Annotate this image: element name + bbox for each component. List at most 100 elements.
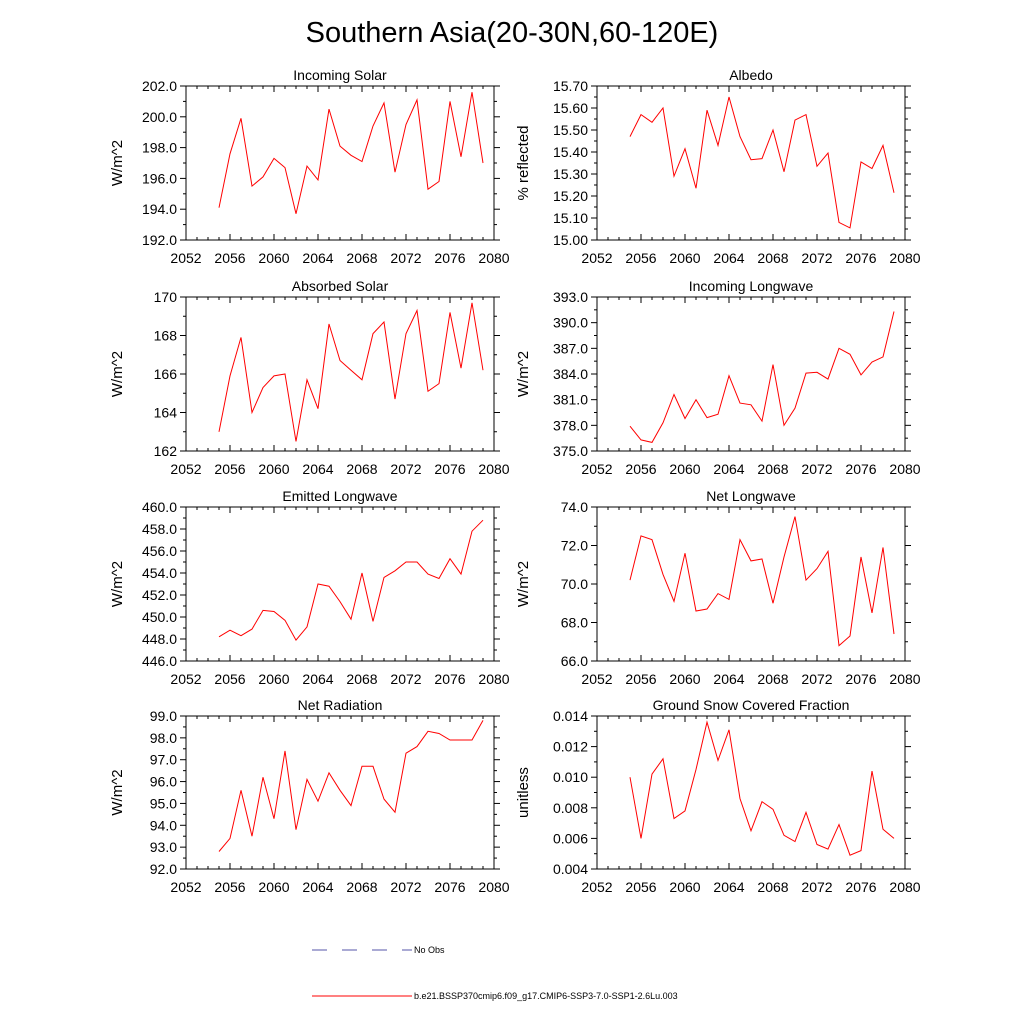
y-axis-label: W/m^2 xyxy=(109,769,126,815)
y-tick-label: 0.006 xyxy=(553,830,588,846)
y-tick-label: 72.0 xyxy=(561,538,588,554)
x-tick-label: 2080 xyxy=(478,671,509,687)
x-tick-label: 2068 xyxy=(757,879,788,895)
y-tick-label: 93.0 xyxy=(150,839,177,855)
chart-title: Net Longwave xyxy=(706,488,796,504)
series-line xyxy=(218,92,484,214)
y-tick-label: 15.40 xyxy=(553,144,588,160)
y-tick-label: 162 xyxy=(154,443,178,459)
x-tick-label: 2068 xyxy=(757,461,788,477)
x-tick-label: 2056 xyxy=(625,879,656,895)
y-tick-label: 198.0 xyxy=(142,140,177,156)
x-tick-label: 2080 xyxy=(889,461,920,477)
chart-panel-3: 2052 2056 2060 2064 2068 2072 2076 2080 162 164 16… xyxy=(109,278,510,477)
y-axis-label: W/m^2 xyxy=(109,140,126,186)
x-tick-label: 2064 xyxy=(713,250,744,266)
x-tick-label: 2060 xyxy=(669,461,700,477)
y-tick-label: 15.60 xyxy=(553,100,588,116)
y-tick-label: 393.0 xyxy=(553,289,588,305)
y-tick-label: 164 xyxy=(154,405,178,421)
x-tick-label: 2052 xyxy=(170,671,201,687)
legend: No Obs b.e21.BSSP370cmip6.f09_g17.CMIP6-S… xyxy=(312,945,678,1001)
x-tick-label: 2052 xyxy=(581,879,612,895)
x-tick-label: 2080 xyxy=(889,671,920,687)
x-tick-label: 2076 xyxy=(434,461,465,477)
chart-title: Ground Snow Covered Fraction xyxy=(653,697,850,713)
y-tick-label: 94.0 xyxy=(150,817,177,833)
y-tick-label: 452.0 xyxy=(142,587,177,603)
chart-title: Incoming Solar xyxy=(293,67,387,83)
x-tick-label: 2064 xyxy=(713,671,744,687)
y-tick-label: 15.30 xyxy=(553,166,588,182)
x-tick-label: 2068 xyxy=(757,671,788,687)
plot-frame xyxy=(596,296,906,452)
x-tick-label: 2056 xyxy=(214,879,245,895)
x-tick-label: 2056 xyxy=(214,461,245,477)
chart-title: Emitted Longwave xyxy=(282,488,397,504)
y-tick-label: 0.012 xyxy=(553,739,588,755)
x-tick-label: 2068 xyxy=(346,879,377,895)
y-tick-label: 74.0 xyxy=(561,499,588,515)
y-axis-label: % reflected xyxy=(515,125,532,200)
y-tick-label: 70.0 xyxy=(561,576,588,592)
y-tick-label: 0.014 xyxy=(553,708,588,724)
x-tick-label: 2080 xyxy=(889,879,920,895)
y-tick-label: 0.008 xyxy=(553,800,588,816)
x-tick-label: 2080 xyxy=(478,461,509,477)
y-tick-label: 192.0 xyxy=(142,232,177,248)
x-tick-label: 2072 xyxy=(390,461,421,477)
y-tick-label: 15.50 xyxy=(553,122,588,138)
series-line xyxy=(629,720,895,856)
x-tick-label: 2068 xyxy=(346,671,377,687)
x-tick-label: 2060 xyxy=(258,461,289,477)
y-tick-label: 456.0 xyxy=(142,543,177,559)
x-tick-label: 2068 xyxy=(346,250,377,266)
y-tick-label: 97.0 xyxy=(150,752,177,768)
y-tick-label: 387.0 xyxy=(553,340,588,356)
x-tick-label: 2072 xyxy=(801,461,832,477)
panels: 2052 2056 2060 2064 2068 2072 2076 2080 192.0 194… xyxy=(109,67,921,895)
x-tick-label: 2056 xyxy=(214,671,245,687)
x-tick-label: 2072 xyxy=(801,671,832,687)
series-line xyxy=(629,96,895,229)
x-tick-label: 2056 xyxy=(625,250,656,266)
x-tick-label: 2056 xyxy=(625,671,656,687)
x-tick-label: 2072 xyxy=(801,250,832,266)
y-tick-label: 202.0 xyxy=(142,78,177,94)
x-tick-label: 2072 xyxy=(801,879,832,895)
x-tick-label: 2060 xyxy=(669,879,700,895)
x-tick-label: 2064 xyxy=(713,461,744,477)
y-tick-label: 66.0 xyxy=(561,653,588,669)
y-tick-label: 96.0 xyxy=(150,774,177,790)
y-tick-label: 168 xyxy=(154,328,178,344)
x-tick-label: 2072 xyxy=(390,671,421,687)
chart-panel-4: 2052 2056 2060 2064 2068 2072 2076 2080 375.0 378… xyxy=(515,278,921,477)
y-tick-label: 446.0 xyxy=(142,653,177,669)
x-tick-label: 2064 xyxy=(302,671,333,687)
x-tick-label: 2052 xyxy=(170,250,201,266)
y-tick-label: 15.10 xyxy=(553,210,588,226)
chart-panel-8: 2052 2056 2060 2064 2068 2072 2076 2080 0.004 0.0… xyxy=(515,697,921,895)
y-axis-label: W/m^2 xyxy=(109,561,126,607)
x-tick-label: 2076 xyxy=(845,250,876,266)
x-tick-label: 2064 xyxy=(713,879,744,895)
x-tick-label: 2064 xyxy=(302,879,333,895)
y-tick-label: 0.010 xyxy=(553,769,588,785)
y-tick-label: 194.0 xyxy=(142,201,177,217)
x-tick-label: 2080 xyxy=(478,879,509,895)
legend-model-label: b.e21.BSSP370cmip6.f09_g17.CMIP6-SSP3-7.… xyxy=(414,991,678,1001)
y-tick-label: 99.0 xyxy=(150,708,177,724)
x-tick-label: 2052 xyxy=(581,461,612,477)
legend-no-obs-label: No Obs xyxy=(414,945,445,955)
x-tick-label: 2052 xyxy=(170,879,201,895)
x-tick-label: 2080 xyxy=(478,250,509,266)
chart-panel-2: 2052 2056 2060 2064 2068 2072 2076 2080 15.00 15.… xyxy=(515,67,921,266)
y-tick-label: 98.0 xyxy=(150,730,177,746)
x-tick-label: 2060 xyxy=(669,250,700,266)
y-tick-label: 15.20 xyxy=(553,188,588,204)
chart-panel-7: 2052 2056 2060 2064 2068 2072 2076 2080 92.0 93.0… xyxy=(109,697,510,895)
plot-frame xyxy=(596,506,906,662)
x-tick-label: 2056 xyxy=(214,250,245,266)
series-line xyxy=(218,302,484,442)
